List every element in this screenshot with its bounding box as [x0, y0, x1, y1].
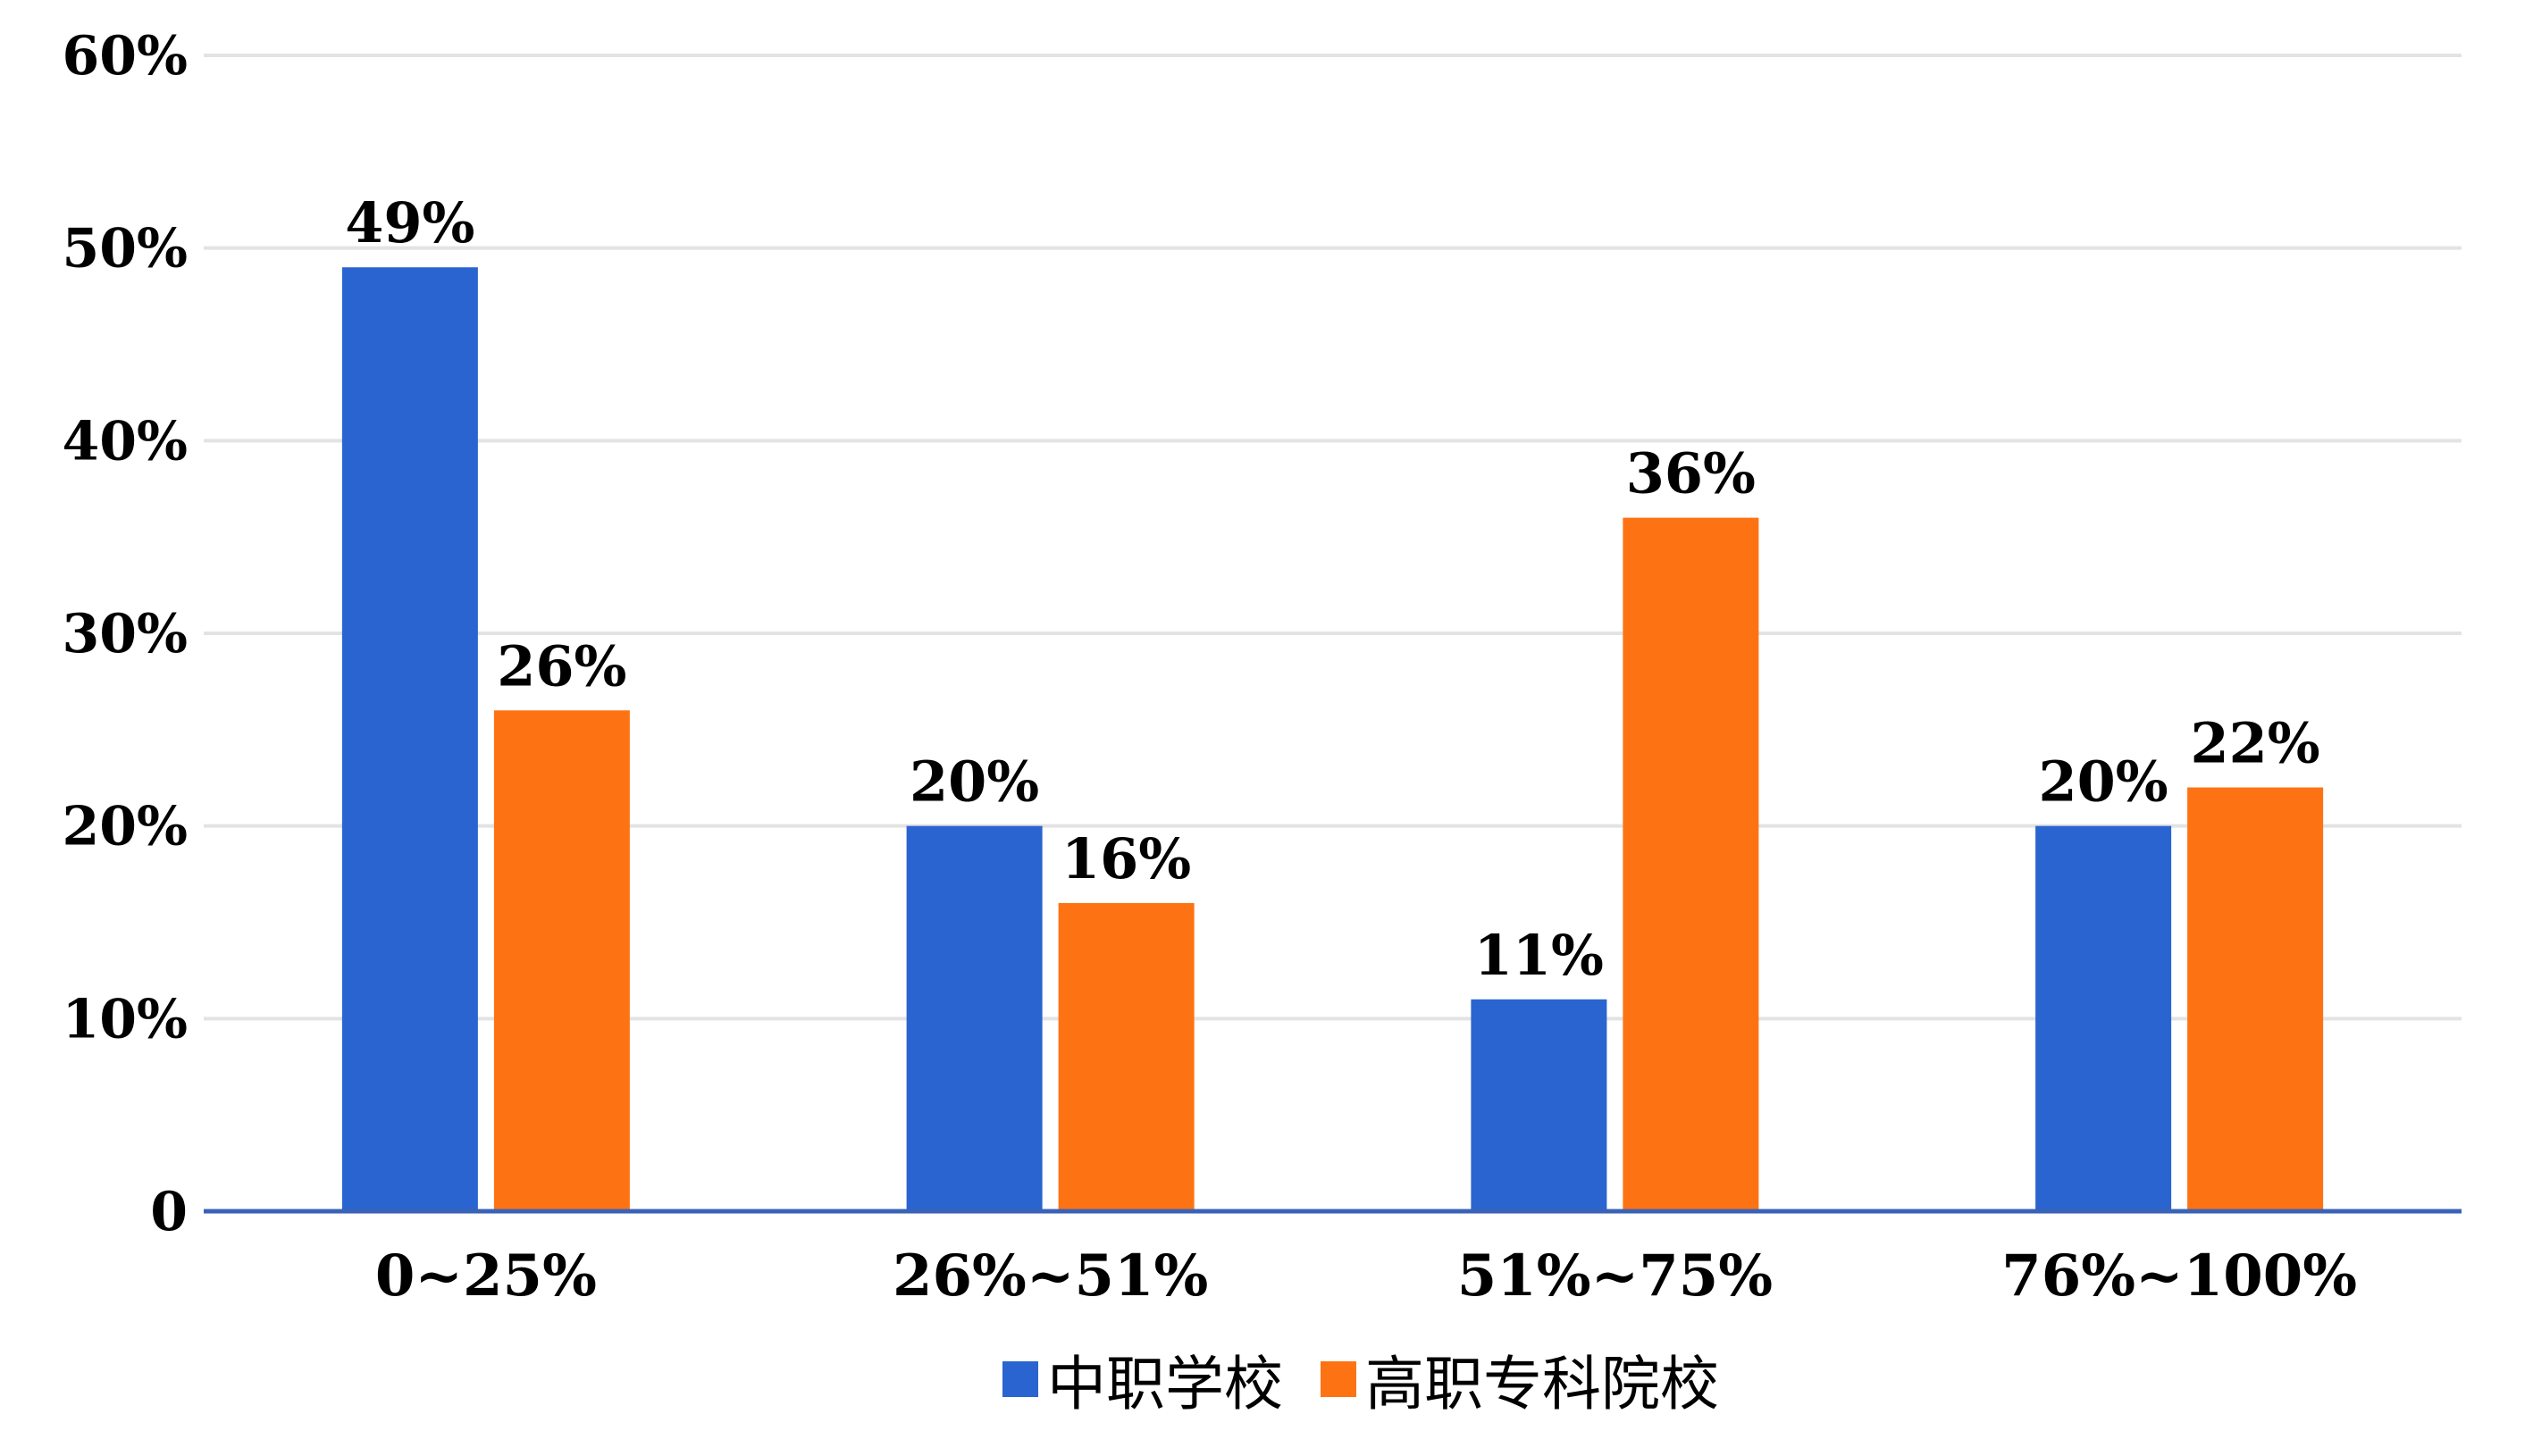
legend-label-1: 高职专科院校: [1365, 1350, 1719, 1418]
x-category-label: 76%~100%: [2001, 1243, 2357, 1310]
y-tick-label: 0: [150, 1181, 188, 1243]
data-label: 11%: [1474, 923, 1604, 988]
bar-secondary-vocational-2: [1471, 999, 1607, 1211]
data-label: 49%: [345, 190, 474, 255]
data-label: 16%: [1061, 826, 1191, 891]
y-tick-label: 50%: [62, 218, 188, 280]
bar-higher-vocational-1: [1058, 902, 1195, 1211]
y-tick-label: 30%: [62, 603, 188, 665]
y-tick-label: 20%: [62, 796, 188, 858]
data-label: 20%: [2039, 749, 2168, 815]
y-tick-label: 60%: [62, 25, 188, 88]
data-label: 36%: [1626, 441, 1756, 506]
bar-secondary-vocational-3: [2035, 825, 2172, 1211]
y-axis-tick-labels: 0 10% 20% 30% 40% 50% 60%: [62, 25, 188, 1243]
bar-secondary-vocational-0: [341, 267, 478, 1211]
data-labels: 49% 26% 20% 16% 11% 36% 20% 22%: [345, 190, 2319, 988]
x-category-label: 0~25%: [375, 1243, 597, 1310]
bar-higher-vocational-0: [493, 710, 630, 1211]
x-axis-category-labels: 0~25% 26%~51% 51%~75% 76%~100%: [375, 1243, 2357, 1310]
x-category-label: 51%~75%: [1457, 1243, 1773, 1310]
data-label: 20%: [910, 749, 1039, 815]
bar-higher-vocational-3: [2187, 787, 2324, 1211]
legend: 中职学校 高职专科院校: [1002, 1350, 1719, 1418]
legend-label-0: 中职学校: [1047, 1350, 1283, 1418]
data-label: 26%: [497, 633, 626, 699]
legend-swatch-1: [1321, 1361, 1356, 1397]
x-category-label: 26%~51%: [893, 1243, 1208, 1310]
y-tick-label: 40%: [62, 410, 188, 473]
bars: [341, 267, 2324, 1211]
bar-higher-vocational-2: [1623, 517, 1759, 1211]
bar-secondary-vocational-1: [906, 825, 1043, 1211]
data-label: 22%: [2191, 711, 2320, 776]
legend-swatch-0: [1002, 1361, 1038, 1397]
y-tick-label: 10%: [62, 988, 188, 1050]
